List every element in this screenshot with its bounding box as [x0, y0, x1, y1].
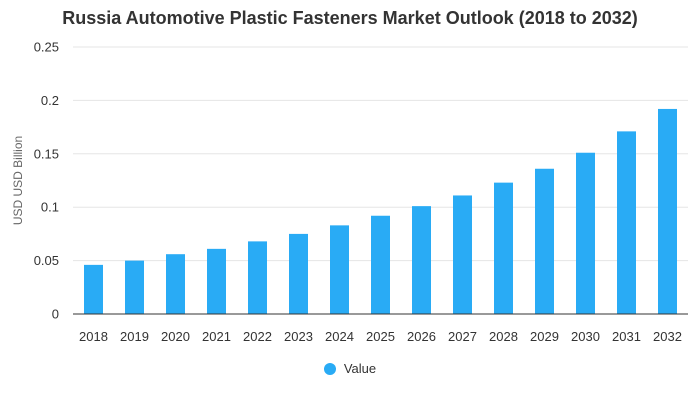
- bar-2030: [576, 152, 595, 314]
- y-tick-label: 0.25: [34, 40, 59, 55]
- y-tick-label: 0.05: [34, 253, 59, 268]
- x-tick-label: 2020: [161, 329, 190, 344]
- y-tick-label: 0.1: [41, 200, 59, 215]
- x-tick-label: 2023: [284, 329, 313, 344]
- bar-2028: [494, 182, 513, 314]
- bar-2032: [658, 108, 677, 314]
- bars: [84, 108, 677, 314]
- x-tick-label: 2019: [120, 329, 149, 344]
- x-tick-label: 2031: [612, 329, 641, 344]
- bar-2020: [166, 254, 185, 314]
- x-tick-label: 2028: [489, 329, 518, 344]
- bar-2031: [617, 131, 636, 314]
- x-tick-label: 2021: [202, 329, 231, 344]
- bar-2022: [248, 241, 267, 314]
- y-tick-label: 0.2: [41, 93, 59, 108]
- x-tick-label: 2027: [448, 329, 477, 344]
- x-tick-label: 2025: [366, 329, 395, 344]
- bar-2019: [125, 260, 144, 314]
- legend-swatch: [323, 362, 336, 375]
- y-tick-label: 0.15: [34, 146, 59, 161]
- x-tick-label: 2022: [243, 329, 272, 344]
- legend: Value: [0, 361, 700, 376]
- x-tick-label: 2032: [653, 329, 682, 344]
- legend-label: Value: [343, 361, 377, 376]
- y-tick-label: 0: [52, 307, 59, 322]
- y-axis-ticks: 0 0.05 0.1 0.15 0.2 0.25: [34, 40, 59, 322]
- x-axis-ticks: 2018 2019 2020 2021 2022 2023 2024 2025 2026 2027…: [79, 329, 682, 344]
- x-tick-label: 2026: [407, 329, 436, 344]
- bar-2021: [207, 248, 226, 314]
- bar-2029: [535, 168, 554, 314]
- y-axis-title: USD USD Billion: [11, 136, 25, 225]
- x-tick-label: 2030: [571, 329, 600, 344]
- bar-2023: [289, 233, 308, 314]
- bar-2027: [453, 195, 472, 314]
- bar-2026: [412, 206, 431, 314]
- bar-2025: [371, 215, 390, 314]
- x-tick-label: 2018: [79, 329, 108, 344]
- x-tick-label: 2024: [325, 329, 354, 344]
- chart-title: Russia Automotive Plastic Fasteners Mark…: [62, 8, 638, 28]
- bar-2018: [84, 264, 103, 314]
- bar-2024: [330, 225, 349, 314]
- x-tick-label: 2029: [530, 329, 559, 344]
